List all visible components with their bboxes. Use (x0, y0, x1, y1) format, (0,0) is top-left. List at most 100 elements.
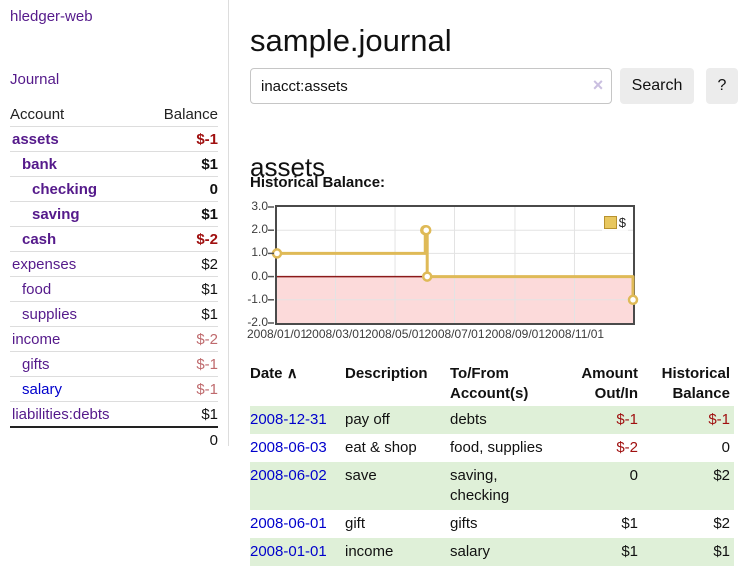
sidebar-account-saving[interactable]: saving (32, 205, 80, 223)
sidebar-item-journal[interactable]: Journal (10, 71, 60, 88)
balance-column-header-main: Historical Balance (661, 365, 730, 402)
account-row: supplies $1 (10, 301, 218, 327)
account-row: cash $-2 (10, 226, 218, 252)
transaction-amount: $-1 (616, 411, 638, 428)
account-row: liabilities:debts $1 (10, 401, 218, 427)
y-axis-tick-label: 0.0 (251, 268, 268, 283)
account-row: expenses $2 (10, 251, 218, 277)
account-tree-body: assets $-1 bank $1 checking 0 saving $1 cash $-2 e… (10, 126, 218, 427)
account-tree-header: Account Balance (10, 102, 218, 127)
legend-swatch-icon (603, 216, 617, 229)
account-balance: $-1 (160, 126, 218, 152)
chart-plot-area (268, 206, 639, 324)
account-balance: $1 (160, 301, 218, 327)
sidebar-account-checking[interactable]: checking (32, 180, 98, 198)
register-header-row: Date ∧ Description To/From Account(s) Am… (250, 362, 734, 406)
transaction-amount: $1 (621, 515, 638, 532)
sidebar-account-salary[interactable]: salary (22, 380, 63, 398)
transaction-description: eat & shop (345, 439, 417, 456)
transaction-amount: 0 (629, 467, 638, 484)
account-row: gifts $-1 (10, 351, 218, 377)
transaction-accounts: food, supplies (450, 439, 543, 456)
x-axis-tick-label: 2008/07/01 (424, 327, 485, 341)
transaction-description: income (345, 543, 394, 560)
account-row: bank $1 (10, 151, 218, 177)
x-axis-tick-label: 2008/01/01 (246, 327, 308, 341)
x-axis-tick-label: 2008/05/01 (364, 327, 426, 341)
account-balance: 0 (160, 176, 218, 202)
register-row: 2008-06-02 save saving, checking 0 $2 (250, 462, 734, 510)
sort-ascending-icon: ∧ (286, 365, 298, 382)
sidebar-account-liabilities-debts[interactable]: liabilities:debts (12, 405, 110, 423)
register-body: 2008-12-31 pay off debts $-1 $-1 2008-06-03 ea… (250, 406, 734, 566)
amount-column-header: Amount Out/In (581, 365, 638, 402)
sidebar-account-gifts[interactable]: gifts (22, 355, 50, 373)
transaction-description: save (345, 467, 377, 484)
clear-search-icon[interactable]: × (592, 75, 604, 95)
transaction-accounts: salary (450, 543, 491, 560)
y-axis-tick-label: 2.0 (251, 222, 268, 237)
balance-column-header: Balance (163, 105, 218, 123)
transaction-amount: $-2 (616, 439, 638, 456)
account-column-header: Account (10, 105, 65, 123)
account-balance: $-2 (160, 326, 218, 352)
transaction-description: pay off (345, 411, 390, 428)
account-page-title: assets (250, 151, 326, 182)
sidebar-account-food[interactable]: food (22, 280, 52, 298)
transaction-description: gift (345, 515, 366, 532)
account-balance: $-1 (160, 376, 218, 402)
account-balance: $1 (160, 401, 218, 427)
help-button[interactable]: ? (706, 68, 738, 104)
sidebar-account-assets[interactable]: assets (12, 130, 59, 148)
account-total-row: 0 (10, 426, 218, 452)
transaction-balance: $2 (713, 515, 730, 532)
transaction-date-link[interactable]: 2008-12-31 (250, 411, 327, 428)
balance-chart: $ (268, 205, 639, 325)
transaction-balance: $1 (713, 543, 730, 560)
sidebar-account-expenses[interactable]: expenses (12, 255, 77, 273)
x-axis-tick-label: 2008/09/01 (484, 327, 545, 341)
account-tree-table: Account Balance assets $-1 bank $1 checking 0… (10, 102, 218, 452)
y-axis-tick-label: 3.0 (251, 199, 268, 213)
sidebar-account-bank[interactable]: bank (22, 155, 58, 173)
transaction-balance: $-1 (708, 411, 730, 428)
account-balance: $1 (160, 276, 218, 302)
transaction-balance: $2 (713, 467, 730, 484)
transaction-accounts: saving, checking (450, 467, 510, 504)
transaction-date-link[interactable]: 2008-06-03 (250, 439, 327, 456)
transaction-date-link[interactable]: 2008-06-02 (250, 467, 327, 484)
date-column-header[interactable]: Date ∧ (250, 365, 298, 382)
account-total-balance: 0 (160, 426, 218, 452)
register-row: 2008-12-31 pay off debts $-1 $-1 (250, 406, 734, 434)
account-balance: $-1 (160, 351, 218, 377)
chart-title: Historical Balance: (250, 174, 386, 191)
brand-link[interactable]: hledger-web (10, 8, 93, 25)
sidebar-account-cash[interactable]: cash (22, 230, 57, 248)
register-row: 2008-06-01 gift gifts $1 $2 (250, 510, 734, 538)
account-row: food $1 (10, 276, 218, 302)
transaction-amount: $1 (621, 543, 638, 560)
search-button[interactable]: Search (620, 68, 694, 104)
x-axis-tick-label: 2008/11/01 (544, 327, 605, 341)
account-row: saving $1 (10, 201, 218, 227)
transaction-accounts: gifts (450, 515, 478, 532)
account-row: checking 0 (10, 176, 218, 202)
register-table: Date ∧ Description To/From Account(s) Am… (250, 362, 734, 566)
sidebar-account-supplies[interactable]: supplies (22, 305, 78, 323)
account-balance: $2 (160, 251, 218, 277)
search-input[interactable] (250, 68, 612, 104)
account-balance: $1 (160, 201, 218, 227)
description-column-header: Description (345, 365, 428, 382)
transaction-accounts: debts (450, 411, 487, 428)
account-balance: $-2 (160, 226, 218, 252)
page-title: sample.journal (250, 22, 452, 58)
account-row: assets $-1 (10, 126, 218, 152)
account-balance: $1 (160, 151, 218, 177)
transaction-date-link[interactable]: 2008-01-01 (250, 543, 327, 560)
account-row: income $-2 (10, 326, 218, 352)
transaction-date-link[interactable]: 2008-06-01 (250, 515, 327, 532)
accounts-column-header: To/From Account(s) (450, 365, 529, 402)
register-row: 2008-01-01 income salary $1 $1 (250, 538, 734, 566)
y-axis-tick-label: -1.0 (247, 291, 268, 306)
sidebar-account-income[interactable]: income (12, 330, 61, 348)
